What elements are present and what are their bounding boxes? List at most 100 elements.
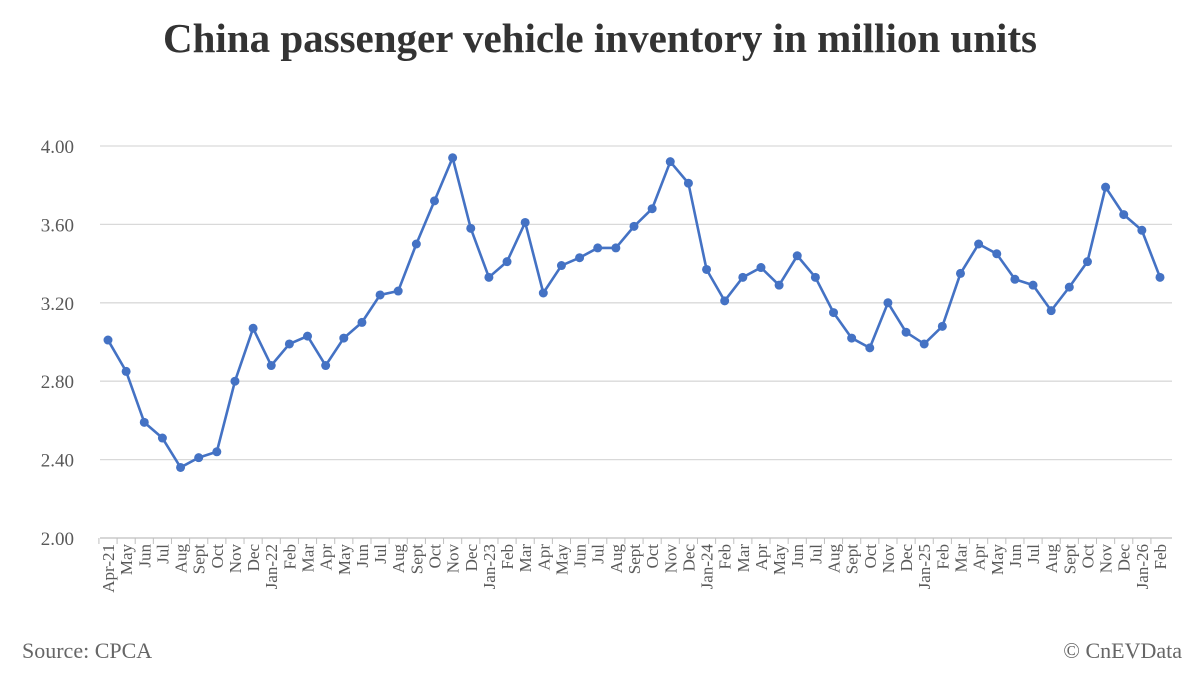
data-point <box>955 268 965 278</box>
x-tick-label: Apr <box>752 544 771 571</box>
x-tick-label: Feb <box>933 544 952 570</box>
data-point <box>883 298 893 308</box>
x-tick-label: Mar <box>299 544 318 573</box>
x-tick-label: May <box>335 544 354 576</box>
x-tick-label: Sept <box>190 544 209 575</box>
x-tick-label: Aug <box>389 544 408 574</box>
data-point <box>411 239 421 249</box>
x-tick-label: May <box>552 544 571 576</box>
series-line <box>106 156 1162 469</box>
data-point <box>1155 272 1165 282</box>
data-point <box>1028 280 1038 290</box>
data-point <box>284 339 294 349</box>
x-tick-label: Dec <box>244 544 263 572</box>
x-tick-label: Oct <box>1078 544 1097 569</box>
data-point <box>157 433 167 443</box>
data-point <box>647 204 657 214</box>
data-point <box>575 253 585 263</box>
x-tick-label: Aug <box>825 544 844 574</box>
x-tick-label: Aug <box>172 544 191 574</box>
data-point <box>992 249 1002 259</box>
x-tick-label: Jun <box>1006 544 1025 568</box>
x-tick-label: Feb <box>1151 544 1170 570</box>
data-point <box>738 272 748 282</box>
x-tick-label: May <box>770 544 789 576</box>
data-point <box>248 323 258 333</box>
x-tick-label: Sept <box>1060 544 1079 575</box>
x-tick-label: Jun <box>571 544 590 568</box>
chart-title: China passenger vehicle inventory in mil… <box>162 15 1037 61</box>
data-point <box>792 251 802 261</box>
data-point <box>484 272 494 282</box>
x-tick-label: Nov <box>226 544 245 574</box>
x-tick-label: Dec <box>897 544 916 572</box>
x-tick-label: Jul <box>371 544 390 564</box>
x-tick-label: Jul <box>1024 544 1043 564</box>
y-tick-label: 2.40 <box>41 451 74 472</box>
x-tick-label: Dec <box>679 544 698 572</box>
data-point <box>829 308 839 318</box>
x-tick-label: Jan-23 <box>480 544 499 589</box>
x-tick-label: Jul <box>153 544 172 564</box>
x-tick-label: Oct <box>208 544 227 569</box>
x-tick-label: Sept <box>625 544 644 575</box>
data-point <box>665 157 675 167</box>
data-point <box>810 272 820 282</box>
x-tick-label: May <box>117 544 136 576</box>
data-point <box>429 196 439 206</box>
x-tick-label: Apr <box>970 544 989 571</box>
data-point <box>1101 182 1111 192</box>
x-tick-label: Mar <box>516 544 535 573</box>
x-tick-label: Dec <box>1115 544 1134 572</box>
y-tick-label: 2.80 <box>41 372 74 393</box>
data-point <box>1082 257 1092 267</box>
data-point <box>629 221 639 231</box>
x-tick-label: Mar <box>951 544 970 573</box>
x-tick-label: Jul <box>806 544 825 564</box>
y-tick-label: 4.00 <box>41 137 74 158</box>
data-point <box>339 333 349 343</box>
x-tick-label: Apr <box>317 544 336 571</box>
x-tick-label: Jul <box>589 544 608 564</box>
data-point <box>303 331 313 341</box>
x-tick-label: Jun <box>135 544 154 568</box>
data-point <box>720 296 730 306</box>
data-point <box>538 288 548 298</box>
y-tick-label: 3.20 <box>41 294 74 315</box>
x-tick-label: Aug <box>1042 544 1061 574</box>
x-tick-label: Feb <box>716 544 735 570</box>
x-tick-label: Jun <box>788 544 807 568</box>
data-point <box>919 339 929 349</box>
data-point <box>702 264 712 274</box>
x-tick-label: Oct <box>425 544 444 569</box>
data-point <box>1119 210 1129 220</box>
data-point <box>103 335 113 345</box>
x-tick-label: Nov <box>661 544 680 574</box>
data-point <box>520 217 530 227</box>
x-tick-label: Dec <box>462 544 481 572</box>
data-point <box>230 376 240 386</box>
data-point <box>1010 274 1020 284</box>
data-point <box>139 417 149 427</box>
x-tick-label: Oct <box>643 544 662 569</box>
data-point <box>593 243 603 253</box>
data-point <box>502 257 512 267</box>
x-tick-label: Sept <box>407 544 426 575</box>
y-tick-label: 3.60 <box>41 215 74 236</box>
data-point <box>176 462 186 472</box>
x-tick-label: Nov <box>1097 544 1116 574</box>
data-point <box>865 343 875 353</box>
x-tick-label: Jan-26 <box>1133 544 1152 589</box>
x-tick-label: Feb <box>498 544 517 570</box>
source-note: Source: CPCA <box>22 638 153 663</box>
x-tick-label: Oct <box>861 544 880 569</box>
data-point <box>357 317 367 327</box>
x-tick-label: May <box>988 544 1007 576</box>
x-tick-label: Mar <box>734 544 753 573</box>
x-tick-label: Apr <box>534 544 553 571</box>
data-point <box>448 153 458 163</box>
data-point <box>1064 282 1074 292</box>
data-point <box>847 333 857 343</box>
data-point <box>321 361 331 371</box>
data-point <box>393 286 403 296</box>
